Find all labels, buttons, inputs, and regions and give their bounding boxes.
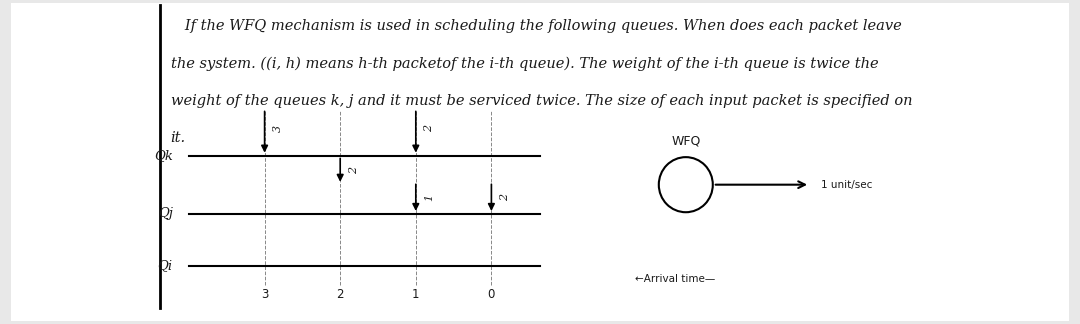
Text: Qj: Qj — [158, 207, 173, 220]
Text: Qi: Qi — [158, 259, 173, 272]
Text: 0: 0 — [488, 288, 495, 301]
Text: 1: 1 — [424, 194, 434, 201]
Text: 2: 2 — [337, 288, 343, 301]
Text: weight of the queues k, j and it must be serviced twice. The size of each input : weight of the queues k, j and it must be… — [171, 94, 913, 108]
Text: 1: 1 — [413, 288, 419, 301]
Text: Qk: Qk — [154, 149, 173, 162]
Text: ←Arrival time—: ←Arrival time— — [635, 274, 715, 284]
Text: the system. ((i, h) means h-th packetof the i-th queue). The weight of the i-th : the system. ((i, h) means h-th packetof … — [171, 57, 878, 71]
Text: WFQ: WFQ — [671, 134, 701, 147]
Text: 2: 2 — [424, 125, 434, 132]
Text: 2: 2 — [500, 194, 510, 201]
Text: 2: 2 — [349, 167, 359, 174]
Text: 3: 3 — [261, 288, 268, 301]
Text: If the WFQ mechanism is used in scheduling the following queues. When does each : If the WFQ mechanism is used in scheduli… — [171, 19, 902, 33]
Text: 1 unit/sec: 1 unit/sec — [821, 180, 873, 190]
Text: 3: 3 — [273, 125, 283, 132]
Text: it.: it. — [171, 131, 186, 145]
